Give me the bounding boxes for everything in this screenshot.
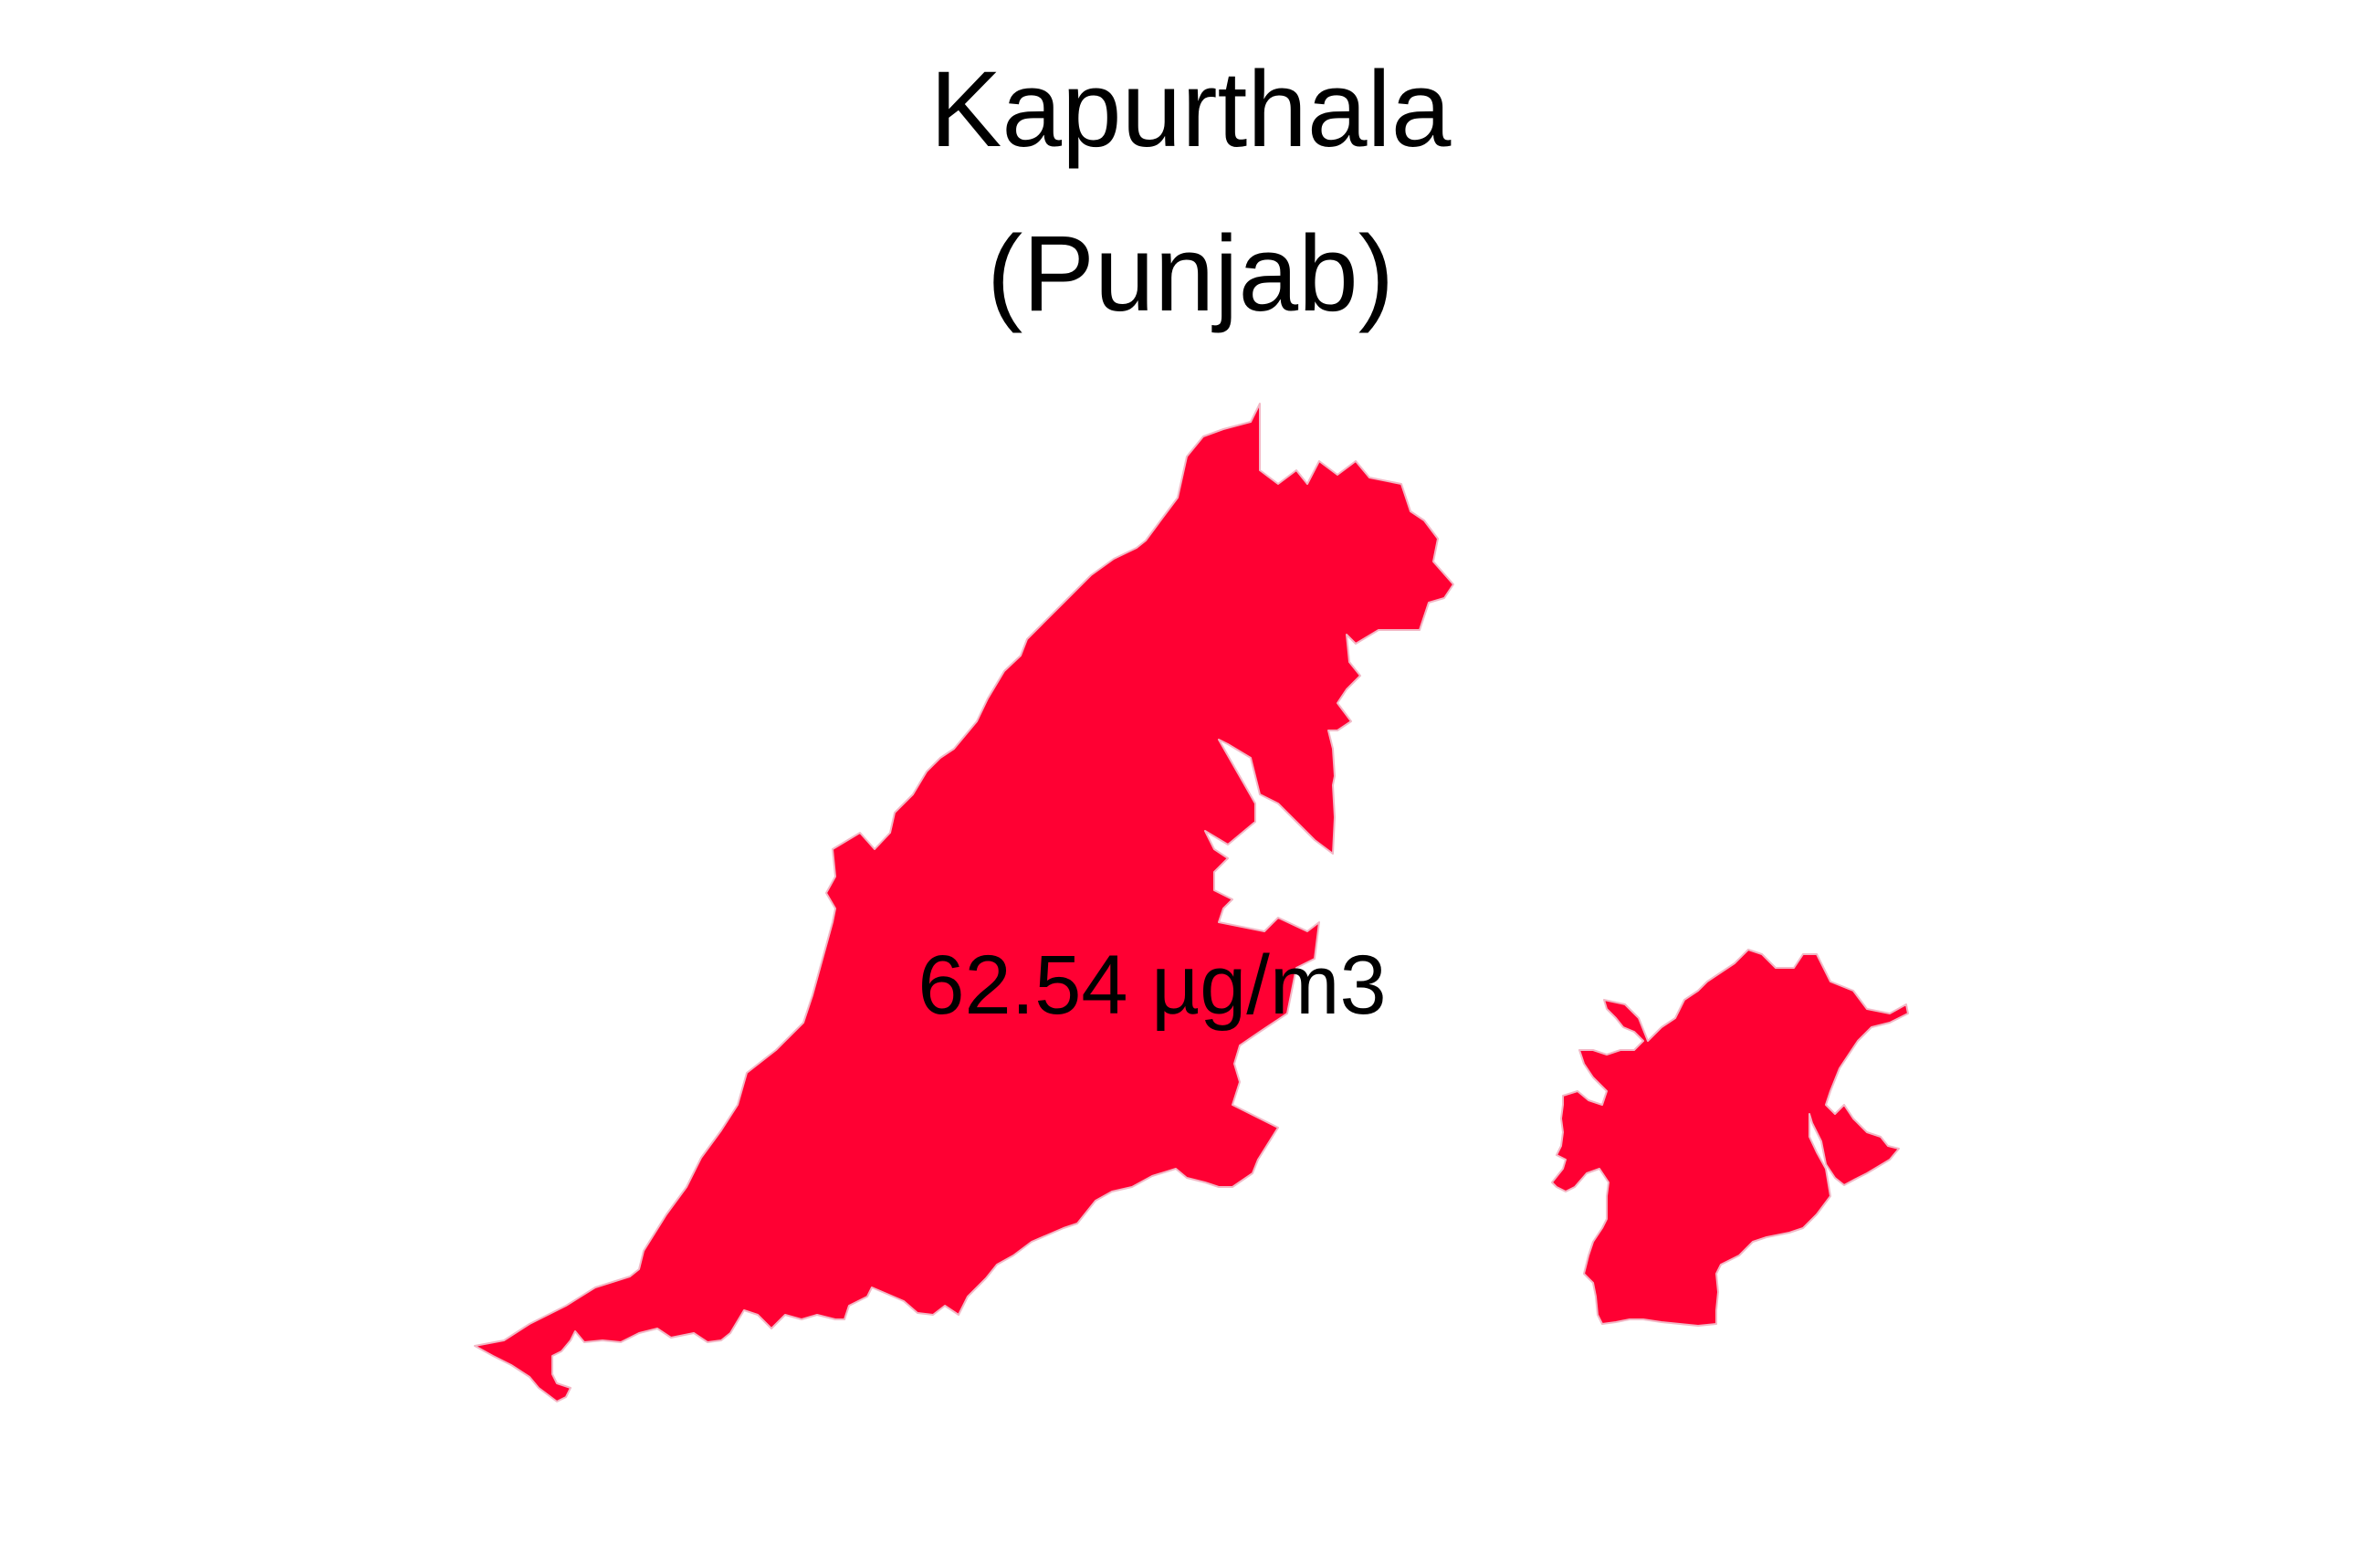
map-title: Kapurthala xyxy=(930,49,1452,170)
district-polygon-main xyxy=(474,403,1454,1402)
district-polygon-east xyxy=(1551,949,1909,1327)
district-value-label: 62.54 µg/m3 xyxy=(917,939,1386,1032)
map-subtitle: (Punjab) xyxy=(987,214,1394,334)
